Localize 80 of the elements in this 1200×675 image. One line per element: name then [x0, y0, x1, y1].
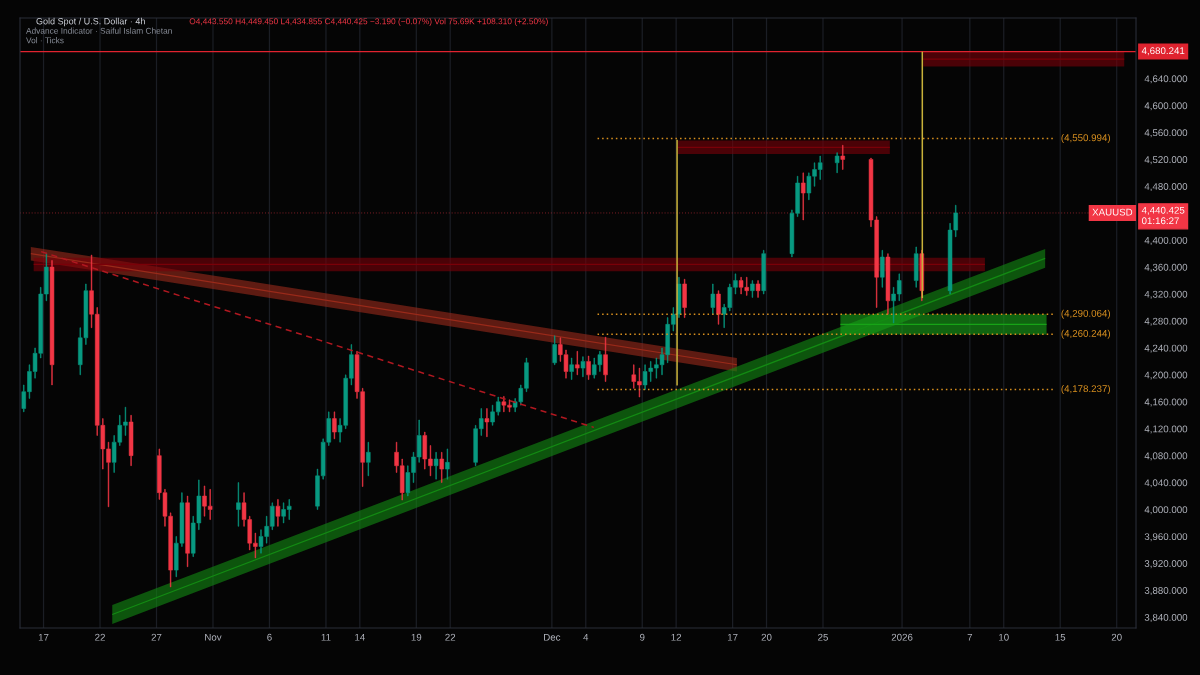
candlestick — [185, 495, 190, 568]
y-tick-label: 4,240.000 — [1144, 344, 1188, 353]
candlestick — [840, 144, 845, 170]
y-tick-label: 4,120.000 — [1144, 425, 1188, 434]
candlestick — [913, 246, 919, 288]
candlestick — [750, 280, 755, 298]
ref-line-label: 4,680.241 — [1141, 47, 1185, 56]
x-tick-label: 17 — [38, 633, 49, 641]
x-tick-label: 9 — [640, 633, 645, 641]
y-tick-label: 4,360.000 — [1144, 263, 1188, 272]
candlestick — [801, 172, 806, 221]
x-tick-label: 17 — [727, 633, 738, 641]
candlestick — [710, 283, 716, 315]
y-tick-label: 4,000.000 — [1144, 506, 1188, 515]
series-label: (4,178.237) — [1061, 384, 1110, 395]
candlestick — [49, 260, 55, 386]
candlestick — [755, 280, 761, 298]
y-tick-label: 4,560.000 — [1144, 129, 1188, 138]
x-tick-label: 22 — [445, 633, 456, 641]
y-tick-label: 4,520.000 — [1144, 156, 1188, 165]
x-tick-label: 12 — [671, 633, 682, 641]
x-tick-label: 20 — [1111, 633, 1122, 641]
y-tick-label: 4,600.000 — [1144, 102, 1188, 111]
x-tick-label: 11 — [321, 633, 331, 641]
candlestick — [603, 336, 608, 382]
candlestick — [439, 451, 444, 483]
ref-line-label: XAUUSD 4,440.425 01:16:27 — [1092, 206, 1185, 225]
x-tick-label: Dec — [544, 633, 561, 641]
candlestick — [580, 356, 586, 378]
candlestick — [885, 253, 891, 315]
y-tick-label: 4,320.000 — [1144, 290, 1188, 299]
series-label: (4,260.244) — [1061, 329, 1110, 339]
x-tick-label: 7 — [967, 633, 973, 641]
x-tick-label: 25 — [818, 633, 828, 641]
x-tick-label: 19 — [411, 633, 422, 641]
annotation: Advance Indicator · Saiful Islam Chetan — [26, 27, 172, 34]
candlestick — [880, 250, 885, 288]
candlestick — [586, 355, 591, 380]
y-tick-label: 3,960.000 — [1144, 533, 1188, 542]
candlestick — [445, 448, 450, 480]
y-tick-label: 4,160.000 — [1144, 398, 1188, 407]
candlestick — [834, 152, 840, 174]
series-label: (4,290.064) — [1061, 309, 1110, 319]
y-tick-label: 4,080.000 — [1144, 452, 1188, 461]
y-tick-label: 3,920.000 — [1144, 560, 1188, 569]
candlestick — [366, 441, 371, 477]
y-tick-label: 4,400.000 — [1144, 236, 1188, 245]
x-tick-label: 27 — [151, 633, 162, 641]
x-tick-label: 22 — [95, 633, 105, 641]
y-tick-label: 3,840.000 — [1144, 613, 1188, 622]
candlestick — [575, 351, 580, 376]
candlestick — [716, 290, 721, 325]
y-tick-label: 4,280.000 — [1144, 317, 1188, 326]
candlestick — [128, 414, 134, 467]
x-tick-label: 15 — [1055, 633, 1066, 641]
candlestick — [236, 482, 241, 527]
chart-subtitle: O4,443.550 H4,449.450 L4,434.855 C4,440.425 −3.190 (−0.07%) Vol 75.69K +108.310 (+2.50%) — [189, 18, 548, 26]
x-tick-label: Nov — [205, 633, 222, 641]
annotation: Vol · Ticks — [26, 37, 64, 44]
candlestick — [552, 335, 557, 366]
y-tick-label: 4,200.000 — [1144, 371, 1188, 380]
y-tick-label: 4,040.000 — [1144, 479, 1188, 488]
candlestick — [332, 411, 337, 440]
candlestick — [484, 408, 490, 438]
x-tick-label: 20 — [761, 633, 772, 641]
x-tick-label: 2026 — [891, 633, 913, 641]
y-tick-label: 4,480.000 — [1144, 183, 1188, 192]
candlestick — [275, 499, 281, 527]
y-tick-label: 4,640.000 — [1144, 75, 1188, 84]
chart-title: Gold Spot / U.S. Dollar · 4h — [36, 17, 145, 27]
x-tick-label: 6 — [267, 633, 272, 641]
series-label: (4,550.994) — [1061, 133, 1110, 144]
x-tick-label: 14 — [355, 633, 365, 641]
y-tick-label: 3,880.000 — [1144, 587, 1188, 596]
candlestick — [761, 250, 766, 295]
candlestick — [569, 357, 574, 380]
x-tick-label: 4 — [583, 633, 589, 641]
x-tick-label: 10 — [999, 633, 1009, 641]
candlestick — [433, 451, 439, 480]
candlestick — [682, 278, 687, 318]
